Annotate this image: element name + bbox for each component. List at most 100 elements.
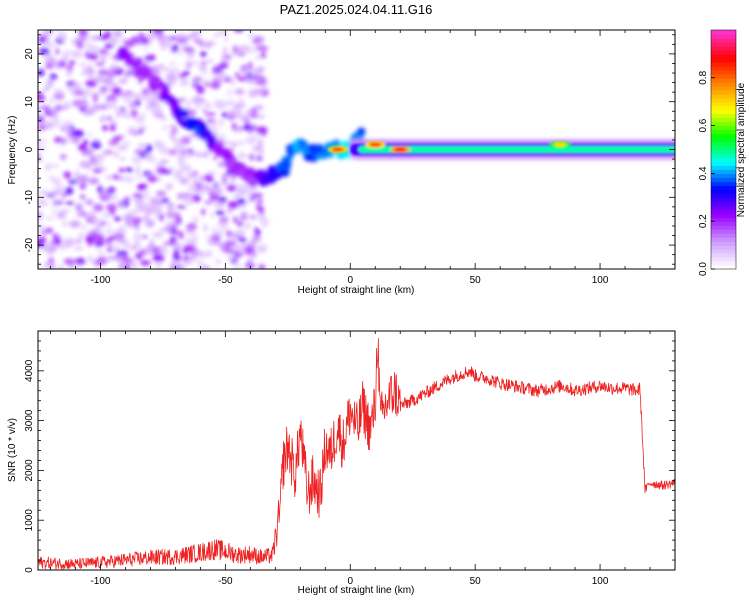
noise-blob bbox=[184, 61, 193, 69]
noise-blob bbox=[226, 184, 237, 192]
noise-blob bbox=[104, 222, 113, 227]
noise-blob bbox=[57, 244, 68, 250]
noise-blob bbox=[180, 136, 191, 145]
spectrogram-y-tick-label: 10 bbox=[24, 96, 35, 108]
noise-blob bbox=[254, 80, 266, 85]
noise-blob bbox=[38, 190, 50, 195]
noise-blob bbox=[170, 132, 175, 141]
noise-blob bbox=[63, 258, 75, 265]
noise-blob bbox=[201, 151, 209, 158]
noise-blob bbox=[253, 133, 262, 137]
noise-blob bbox=[56, 211, 67, 219]
noise-blob bbox=[187, 172, 195, 180]
hot-spot bbox=[554, 142, 567, 147]
noise-blob bbox=[170, 61, 175, 66]
noise-blob bbox=[237, 98, 244, 103]
colorbar-segment bbox=[711, 221, 736, 226]
noise-blob bbox=[160, 45, 167, 51]
noise-blob bbox=[38, 142, 43, 147]
noise-blob bbox=[149, 197, 157, 203]
colorbar-segment bbox=[711, 81, 736, 87]
noise-blob bbox=[186, 34, 196, 39]
noise-blob bbox=[139, 260, 151, 266]
noise-blob bbox=[179, 78, 189, 87]
noise-blob bbox=[182, 260, 192, 266]
figure-title: PAZ1.2025.024.04.11.G16 bbox=[280, 2, 433, 17]
noise-blob bbox=[92, 93, 99, 103]
noise-blob bbox=[49, 264, 56, 269]
snr-y-tick-label: 3000 bbox=[24, 409, 35, 432]
noise-blob bbox=[132, 208, 140, 213]
noise-blob bbox=[108, 85, 113, 91]
colorbar-segment bbox=[711, 153, 736, 159]
noise-blob bbox=[191, 31, 202, 37]
noise-blob bbox=[237, 76, 248, 82]
noise-blob bbox=[40, 230, 49, 235]
noise-blob bbox=[153, 162, 165, 167]
colorbar-segment bbox=[711, 177, 736, 182]
noise-blob bbox=[158, 146, 170, 155]
noise-blob bbox=[64, 186, 74, 196]
noise-blob bbox=[193, 177, 198, 184]
noise-blob bbox=[172, 254, 182, 262]
noise-blob bbox=[76, 212, 83, 217]
noise-blob bbox=[76, 178, 84, 186]
noise-blob bbox=[134, 99, 141, 107]
noise-blob bbox=[52, 177, 62, 187]
noise-blob bbox=[102, 212, 111, 219]
noise-blob bbox=[233, 113, 244, 120]
noise-blob bbox=[45, 193, 56, 198]
noise-blob bbox=[94, 76, 106, 83]
trace-blob bbox=[297, 140, 308, 146]
noise-blob bbox=[80, 98, 87, 108]
noise-blob bbox=[111, 86, 122, 95]
noise-blob bbox=[189, 253, 197, 262]
noise-blob bbox=[237, 221, 243, 227]
snr-x-tick-label: 100 bbox=[592, 576, 609, 587]
noise-blob bbox=[87, 148, 94, 158]
noise-blob bbox=[104, 229, 116, 235]
noise-blob bbox=[61, 192, 67, 199]
colorbar-segment bbox=[711, 253, 736, 258]
colorbar-segment bbox=[711, 205, 736, 210]
noise-blob bbox=[74, 238, 82, 244]
noise-blob bbox=[244, 262, 255, 269]
noise-blob bbox=[169, 81, 176, 86]
noise-blob bbox=[49, 97, 54, 105]
trace-blob bbox=[147, 72, 155, 82]
noise-blob bbox=[143, 217, 148, 221]
noise-blob bbox=[165, 183, 173, 190]
noise-blob bbox=[196, 260, 204, 266]
noise-blob bbox=[49, 107, 59, 115]
spectrogram-x-tick-label: 100 bbox=[592, 275, 609, 286]
colorbar-segment bbox=[711, 77, 736, 83]
colorbar-segment bbox=[711, 30, 736, 35]
noise-blob bbox=[61, 138, 69, 143]
noise-blob bbox=[227, 200, 239, 209]
noise-blob bbox=[38, 138, 44, 143]
noise-blob bbox=[87, 254, 93, 263]
colorbar-segment bbox=[711, 161, 736, 167]
noise-blob bbox=[222, 247, 228, 252]
noise-blob bbox=[92, 161, 98, 165]
noise-blob bbox=[107, 186, 116, 194]
noise-blob bbox=[39, 196, 44, 203]
noise-blob bbox=[203, 174, 214, 183]
noise-blob bbox=[100, 55, 106, 65]
noise-blob bbox=[234, 72, 240, 78]
noise-blob bbox=[48, 163, 60, 168]
noise-blob bbox=[99, 87, 109, 91]
colorbar-tick-label: 0.2 bbox=[698, 214, 709, 228]
noise-blob bbox=[92, 168, 103, 173]
noise-blob bbox=[214, 64, 221, 71]
noise-blob bbox=[69, 220, 81, 228]
noise-blob bbox=[258, 264, 266, 269]
trace-blob bbox=[181, 109, 189, 118]
snr-x-tick-label: 50 bbox=[470, 576, 482, 587]
noise-blob bbox=[222, 47, 228, 54]
noise-blob bbox=[238, 237, 247, 243]
trace-blob bbox=[285, 154, 294, 161]
colorbar-segment bbox=[711, 237, 736, 242]
snr-background bbox=[38, 331, 675, 570]
